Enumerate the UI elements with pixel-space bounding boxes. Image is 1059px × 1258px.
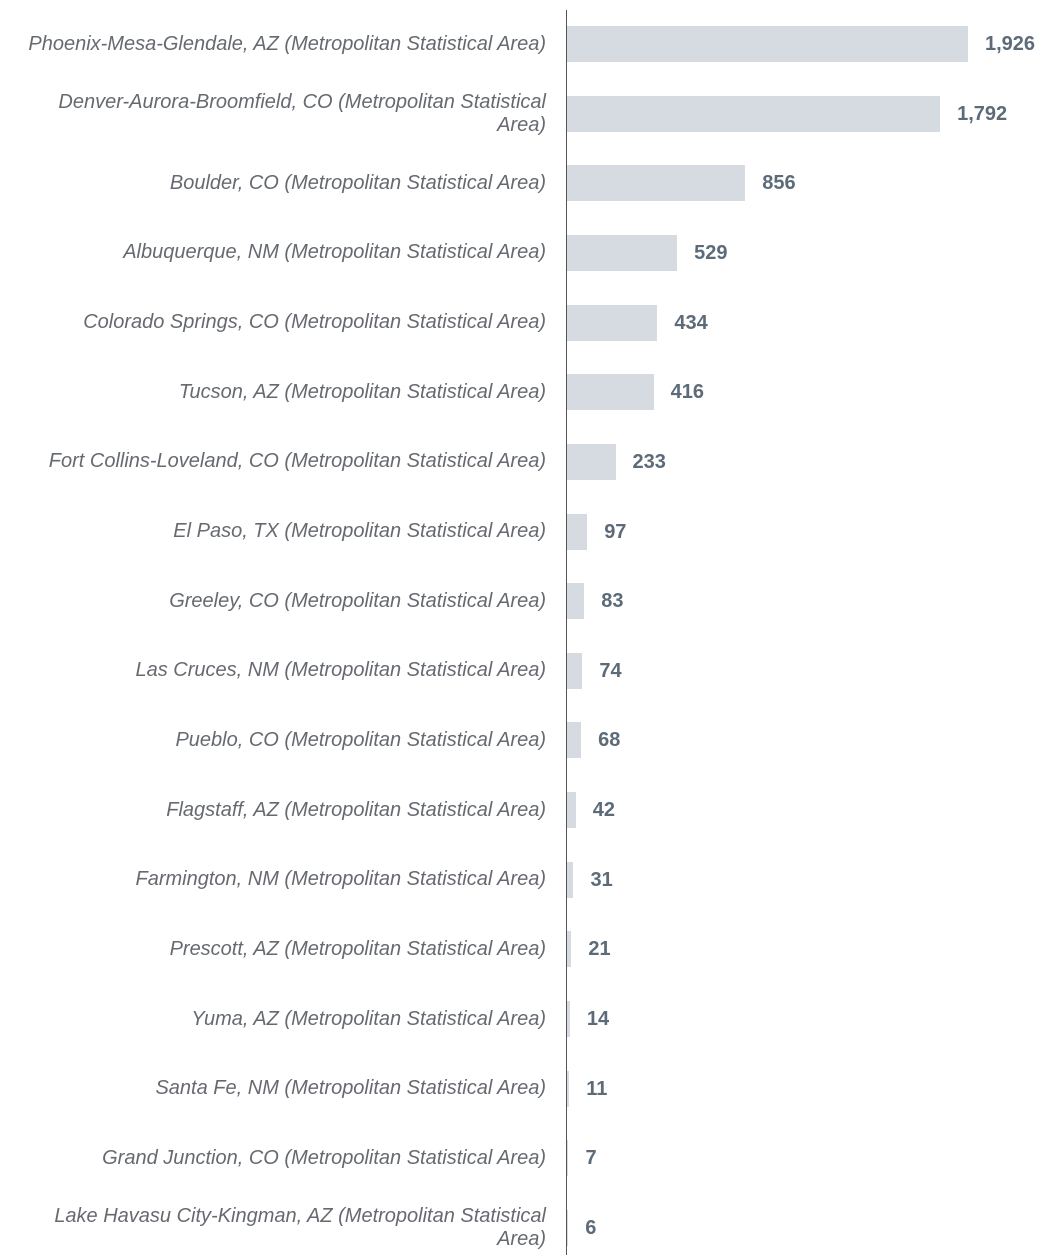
bar — [567, 1001, 570, 1038]
value-label: 14 — [586, 1008, 610, 1031]
value-label: 83 — [601, 590, 624, 613]
value-label: 416 — [670, 381, 704, 404]
bar — [567, 234, 678, 271]
value-label: 434 — [674, 311, 708, 334]
value-label: 42 — [592, 799, 615, 822]
category-label: Santa Fe, NM (Metropolitan Statistical A… — [155, 1077, 546, 1100]
category-label: Tucson, AZ (Metropolitan Statistical Are… — [178, 380, 546, 403]
bar — [567, 792, 576, 829]
bar — [567, 513, 588, 550]
bar — [567, 931, 572, 968]
bar — [567, 443, 616, 480]
value-label: 233 — [632, 450, 666, 473]
bar — [567, 583, 585, 620]
category-label: Lake Havasu City-Kingman, AZ (Metropolit… — [54, 1205, 546, 1250]
axis-line — [566, 10, 567, 1255]
category-label: Flagstaff, AZ (Metropolitan Statistical … — [166, 798, 546, 821]
bar — [567, 165, 746, 202]
value-label: 1,926 — [985, 33, 1036, 55]
bar — [567, 652, 583, 689]
bar — [567, 304, 658, 341]
bar — [567, 861, 574, 898]
bar — [567, 95, 941, 132]
value-label: 856 — [762, 172, 796, 195]
bar — [567, 374, 654, 411]
value-label: 7 — [585, 1147, 597, 1170]
category-label: Denver-Aurora-Broomfield, CO (Metropolit… — [58, 90, 546, 136]
bar — [567, 1210, 569, 1246]
value-label: 6 — [585, 1217, 597, 1239]
value-label: 11 — [586, 1077, 608, 1100]
value-label: 68 — [598, 729, 621, 752]
bar — [567, 1070, 570, 1107]
category-label: Farmington, NM (Metropolitan Statistical… — [135, 868, 546, 891]
value-label: 97 — [604, 520, 627, 543]
bar — [567, 722, 582, 759]
category-label: Fort Collins-Loveland, CO (Metropolitan … — [48, 450, 546, 473]
category-label: Phoenix-Mesa-Glendale, AZ (Metropolitan … — [28, 32, 546, 55]
category-label: Las Cruces, NM (Metropolitan Statistical… — [135, 659, 546, 682]
category-label: Greeley, CO (Metropolitan Statistical Ar… — [169, 589, 546, 612]
value-label: 21 — [588, 938, 611, 961]
category-label: Boulder, CO (Metropolitan Statistical Ar… — [169, 171, 546, 194]
category-label: Colorado Springs, CO (Metropolitan Stati… — [83, 311, 546, 334]
category-label: Pueblo, CO (Metropolitan Statistical Are… — [175, 728, 546, 751]
category-label: Grand Junction, CO (Metropolitan Statist… — [102, 1146, 546, 1169]
value-label: 529 — [694, 241, 728, 264]
value-label: 74 — [599, 659, 622, 682]
bar — [567, 26, 968, 62]
value-label: 31 — [590, 868, 613, 891]
category-label: El Paso, TX (Metropolitan Statistical Ar… — [173, 520, 546, 543]
category-label: Albuquerque, NM (Metropolitan Statistica… — [123, 241, 546, 264]
category-label: Yuma, AZ (Metropolitan Statistical Area) — [191, 1007, 546, 1030]
category-label: Prescott, AZ (Metropolitan Statistical A… — [169, 937, 546, 960]
value-label: 1,792 — [957, 102, 1008, 125]
bar — [567, 1140, 569, 1177]
